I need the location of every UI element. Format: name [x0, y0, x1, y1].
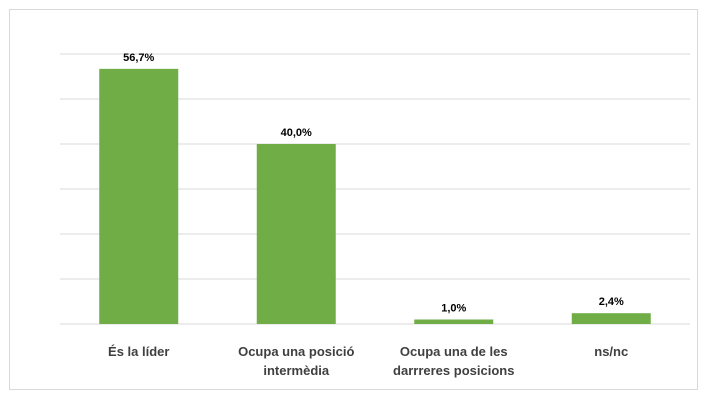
category-label: ns/nc	[594, 344, 628, 359]
bar	[256, 144, 336, 324]
data-label: 40,0%	[281, 127, 312, 139]
category-label: intermèdia	[263, 363, 330, 378]
bar	[99, 68, 179, 324]
category-label: darrreres posicions	[393, 363, 514, 378]
category-label: Ocupa una de les	[400, 344, 508, 359]
data-label: 1,0%	[441, 303, 466, 315]
category-label: Ocupa una posició	[238, 344, 354, 359]
bar	[571, 313, 651, 324]
data-label: 2,4%	[599, 296, 624, 308]
bar	[414, 319, 494, 324]
data-label: 56,7%	[123, 52, 154, 64]
category-label: És la líder	[108, 344, 169, 359]
